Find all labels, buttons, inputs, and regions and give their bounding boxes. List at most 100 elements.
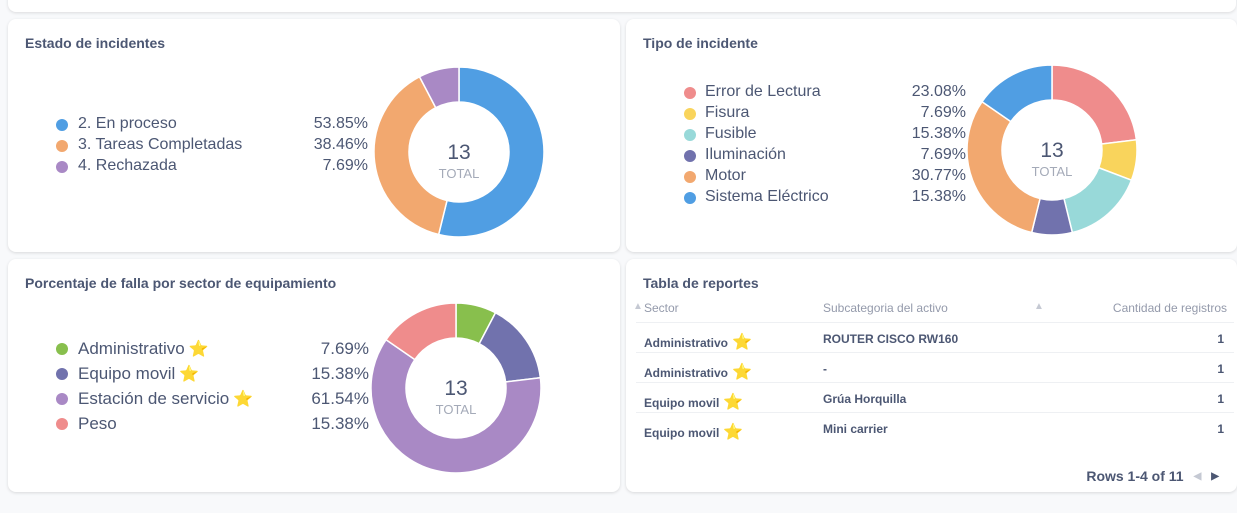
falla-sector-card: Porcentaje de falla por sector de equipa… [8,259,620,492]
legend-percent: 53.85% [313,115,368,132]
legend-item[interactable]: Administrativo ⭐ 7.69% [56,339,369,360]
legend-item[interactable]: Error de Lectura 23.08% [684,83,966,104]
donut-slice[interactable] [437,66,545,238]
cell-sector: Equipo movil ⭐ [644,424,744,441]
column-header-sector[interactable]: Sector [644,301,679,315]
legend-label: Motor [705,167,746,184]
star-icon: ⭐ [732,364,752,381]
star-icon: ⭐ [723,394,744,411]
legend-percent: 15.38% [311,414,369,433]
legend-label: Estación de servicio ⭐ [78,389,254,408]
donut-slice[interactable] [1063,166,1133,234]
card-title[interactable]: Tabla de reportes [643,275,759,291]
donut-slice[interactable] [1051,64,1138,145]
legend-dot-icon [56,368,68,380]
legend-percent: 30.77% [911,167,966,184]
legend-item[interactable]: 2. En proceso 53.85% [56,115,368,136]
legend-item[interactable]: Sistema Eléctrico 15.38% [684,188,966,209]
legend-dot-icon [684,192,696,204]
table-row[interactable]: Equipo movil ⭐ Mini carrier 1 [636,412,1234,442]
donut-total-label: TOTAL [1032,164,1073,179]
sort-icon[interactable]: ▲ [1034,301,1044,312]
cell-cantidad: 1 [1217,362,1224,376]
legend-item[interactable]: 3. Tareas Completadas 38.46% [56,136,368,157]
legend-dot-icon [56,393,68,405]
star-icon: ⭐ [233,391,254,408]
donut-slice[interactable] [981,64,1053,123]
donut-slice[interactable] [370,338,542,474]
legend-dot-icon [56,418,68,430]
legend-label: Iluminación [705,146,786,163]
prev-page-icon[interactable]: ◀ [1193,470,1202,482]
column-header-subcategoria[interactable]: Subcategoria del activo [823,301,948,315]
pagination: Rows 1-4 of 11 ◀ ▶ [1086,468,1219,484]
legend-item[interactable]: Equipo movil ⭐ 15.38% [56,364,369,385]
legend-percent: 7.69% [920,104,966,121]
legend-dot-icon [684,108,696,120]
legend-percent: 15.38% [911,125,966,142]
legend-item[interactable]: Fisura 7.69% [684,104,966,125]
legend-label: Peso [78,414,117,433]
tipo-incidente-card: Tipo de incidente Error de Lectura 23.08%… [626,19,1237,252]
pagination-label: Rows 1-4 of 11 [1086,468,1184,484]
legend-dot-icon [56,161,68,173]
donut-total-value: 13 [447,141,470,164]
legend-dot-icon [684,150,696,162]
legend-percent: 23.08% [911,83,966,100]
donut-total-label: TOTAL [439,166,480,181]
donut-chart: 13 TOTAL [966,64,1138,236]
legend-dot-icon [684,87,696,99]
cell-cantidad: 1 [1217,392,1224,406]
legend-dot-icon [684,171,696,183]
cell-subcategoria: - [823,362,827,376]
legend-label: Error de Lectura [705,83,821,100]
legend-item[interactable]: Iluminación 7.69% [684,146,966,167]
cell-subcategoria: Grúa Horquilla [823,392,907,406]
legend-item[interactable]: Motor 30.77% [684,167,966,188]
donut-chart: 13 TOTAL [370,302,542,474]
cell-cantidad: 1 [1217,422,1224,436]
cell-subcategoria: ROUTER CISCO RW160 [823,332,959,346]
legend-dot-icon [684,129,696,141]
star-icon: ⭐ [188,341,209,358]
donut-total-value: 13 [1040,139,1063,162]
estado-incidentes-card: Estado de incidentes 2. En proceso 53.85%… [8,19,620,252]
legend-label: Equipo movil ⭐ [78,364,200,383]
cell-cantidad: 1 [1217,332,1224,346]
legend-percent: 7.69% [322,157,368,174]
legend-item[interactable]: Fusible 15.38% [684,125,966,146]
legend-label: 2. En proceso [78,115,177,132]
cell-sector: Administrativo ⭐ [644,364,752,381]
legend-dot-icon [56,140,68,152]
legend-percent: 38.46% [313,136,368,153]
donut-slice[interactable] [373,75,448,236]
legend-percent: 7.69% [320,339,369,358]
table-row[interactable]: Administrativo ⭐ - 1 [636,352,1234,382]
table-row[interactable]: Administrativo ⭐ ROUTER CISCO RW160 1 [636,322,1234,352]
sort-icon[interactable]: ▲ [633,301,643,312]
legend-item[interactable]: Estación de servicio ⭐ 61.54% [56,389,369,410]
cell-sector: Equipo movil ⭐ [644,394,744,411]
legend-label: 4. Rechazada [78,157,177,174]
table-row[interactable]: Equipo movil ⭐ Grúa Horquilla 1 [636,382,1234,412]
card-title[interactable]: Porcentaje de falla por sector de equipa… [25,275,337,291]
column-header-cantidad[interactable]: Cantidad de registros [1112,301,1227,315]
donut-chart: 13 TOTAL [373,66,545,238]
card-title[interactable]: Tipo de incidente [643,35,758,51]
donut-slice[interactable] [385,302,457,361]
star-icon: ⭐ [723,424,744,441]
donut-slice[interactable] [418,66,460,109]
cell-sector: Administrativo ⭐ [644,334,752,351]
tabla-reportes-card: Tabla de reportes ▲ Sector Subcategoria … [626,259,1237,492]
legend-item[interactable]: Peso 15.38% [56,414,369,435]
card-title[interactable]: Estado de incidentes [25,35,166,51]
legend-dot-icon [56,343,68,355]
donut-slice[interactable] [966,100,1041,234]
legend-label: Sistema Eléctrico [705,188,829,205]
legend-item[interactable]: 4. Rechazada 7.69% [56,157,368,178]
legend-percent: 15.38% [911,188,966,205]
legend-percent: 61.54% [311,389,369,408]
next-page-icon[interactable]: ▶ [1211,470,1219,482]
star-icon: ⭐ [732,334,752,351]
legend-percent: 15.38% [311,364,369,383]
